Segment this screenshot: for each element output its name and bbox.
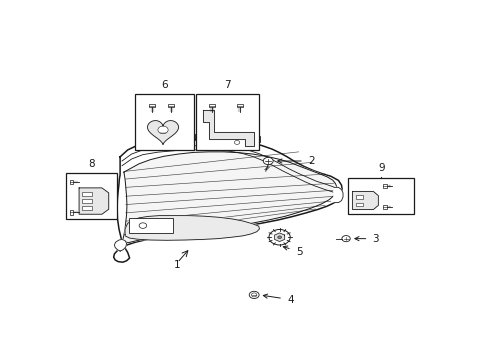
Bar [82, 206, 92, 210]
Text: 8: 8 [88, 159, 95, 169]
Text: 6: 6 [161, 80, 168, 90]
Bar [186, 134, 195, 140]
Bar [356, 195, 363, 199]
Polygon shape [352, 192, 378, 210]
Bar [227, 134, 237, 140]
Circle shape [342, 235, 350, 242]
Bar [82, 199, 92, 203]
Text: 3: 3 [355, 234, 379, 244]
Bar [384, 205, 387, 209]
Circle shape [139, 223, 147, 228]
Bar [348, 177, 415, 214]
Polygon shape [114, 139, 342, 262]
Text: 5: 5 [283, 246, 302, 257]
Bar [70, 180, 74, 184]
Bar [82, 192, 92, 195]
Circle shape [158, 126, 168, 134]
Bar [237, 104, 243, 107]
Bar [169, 104, 174, 107]
Circle shape [234, 140, 240, 144]
Text: 2: 2 [278, 156, 315, 166]
Bar [66, 174, 117, 219]
Polygon shape [79, 188, 109, 214]
Bar [206, 133, 216, 139]
Bar [209, 104, 215, 107]
Bar [70, 210, 74, 215]
Polygon shape [123, 152, 337, 243]
Circle shape [249, 291, 259, 298]
Bar [356, 203, 363, 206]
Text: 9: 9 [378, 163, 385, 174]
Bar [149, 104, 155, 107]
Bar [196, 94, 259, 150]
Polygon shape [125, 216, 260, 240]
Text: 7: 7 [224, 80, 231, 90]
Polygon shape [274, 233, 285, 242]
Bar [135, 94, 194, 150]
Polygon shape [115, 239, 126, 251]
Bar [250, 136, 260, 142]
Polygon shape [334, 187, 343, 203]
Circle shape [263, 157, 273, 165]
Circle shape [278, 236, 281, 239]
Polygon shape [203, 110, 254, 146]
Circle shape [251, 293, 257, 297]
Bar [146, 136, 155, 143]
Text: 4: 4 [263, 294, 294, 305]
Bar [384, 184, 387, 188]
Text: 1: 1 [174, 260, 180, 270]
Circle shape [269, 229, 290, 245]
Bar [165, 135, 174, 141]
Bar [129, 218, 172, 233]
Polygon shape [147, 121, 178, 145]
